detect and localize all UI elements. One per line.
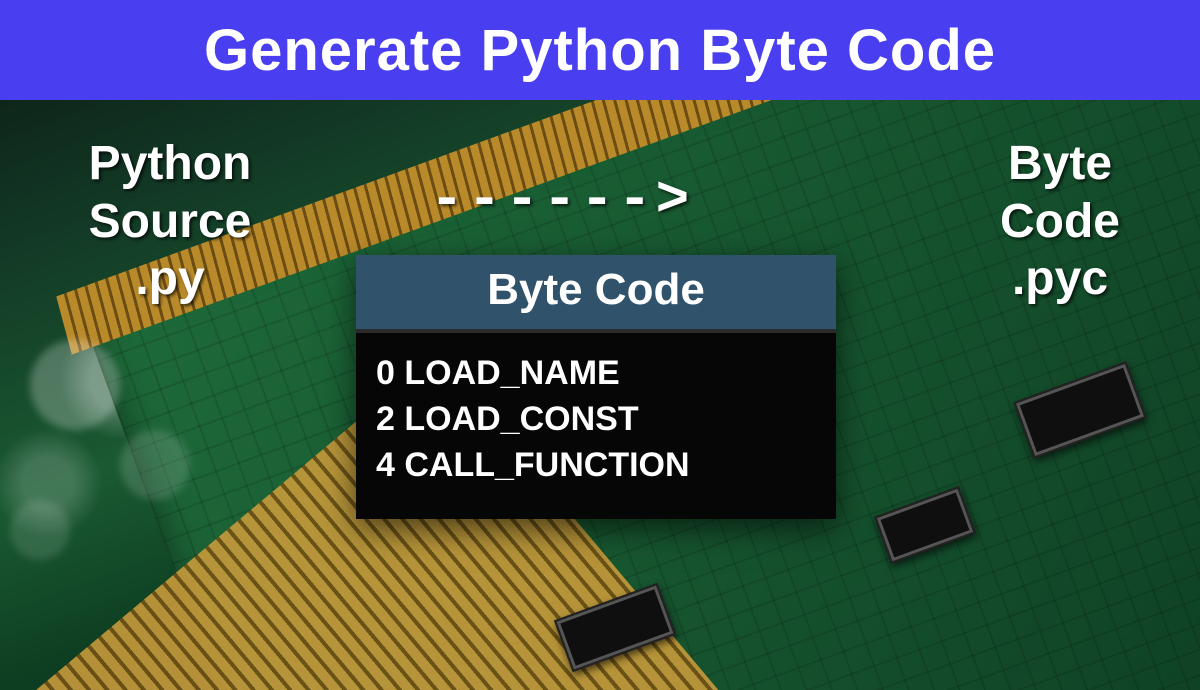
bytecode-label-line: Code	[960, 193, 1160, 251]
bytecode-label-line: Byte	[960, 135, 1160, 193]
bytecode-box-header: Byte Code	[356, 255, 836, 333]
arrow-icon: ------>	[430, 168, 693, 232]
bokeh-blur	[10, 500, 70, 560]
bokeh-blur	[120, 430, 190, 500]
bytecode-line: 4 CALL_FUNCTION	[376, 443, 816, 489]
infographic-canvas: Generate Python Byte Code Python Source …	[0, 0, 1200, 690]
bokeh-blur	[30, 340, 120, 430]
source-label-line: .py	[40, 250, 300, 308]
bytecode-box-body: 0 LOAD_NAME 2 LOAD_CONST 4 CALL_FUNCTION	[356, 333, 836, 519]
title-banner: Generate Python Byte Code	[0, 0, 1200, 100]
source-label-line: Python	[40, 135, 300, 193]
bytecode-label: Byte Code .pyc	[960, 135, 1160, 308]
bytecode-line: 0 LOAD_NAME	[376, 351, 816, 397]
source-label-line: Source	[40, 193, 300, 251]
bytecode-box: Byte Code 0 LOAD_NAME 2 LOAD_CONST 4 CAL…	[356, 255, 836, 519]
source-label: Python Source .py	[40, 135, 300, 308]
bytecode-label-line: .pyc	[960, 250, 1160, 308]
bytecode-line: 2 LOAD_CONST	[376, 397, 816, 443]
